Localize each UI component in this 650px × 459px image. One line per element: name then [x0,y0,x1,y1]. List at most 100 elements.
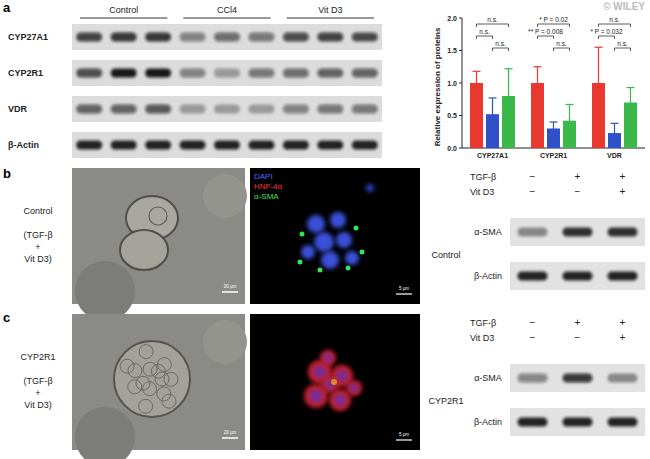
band [111,141,137,150]
cell [128,380,142,394]
sign: − [530,171,536,182]
organoid [114,341,190,417]
error-bar [550,122,558,135]
treatment-label: (TGF-β [23,230,52,240]
panel-label: c [3,310,10,325]
blot-strip [510,408,645,436]
row-label: VDR [8,104,28,114]
band [317,105,343,114]
nucleus [324,354,333,363]
sign: + [575,171,581,182]
error-cap [566,104,574,105]
scale-bar [222,291,238,293]
bracket [477,36,493,39]
cell [143,362,157,376]
band [563,374,593,383]
x-tick-label: CYP2R1 [540,152,567,159]
band [317,33,343,42]
sign: + [620,186,626,197]
band [608,272,638,281]
bracket [554,48,570,51]
stain-label: α-SMA [254,192,279,201]
blot-group-label: CYP2R1 [428,396,463,406]
sign: + [620,317,626,328]
error-bar [595,47,603,119]
band [214,33,240,42]
nucleus [336,232,352,248]
nucleus [309,389,322,402]
band [518,418,548,427]
cell [346,380,362,396]
blot: TGF-β−++Vit D3−−+CYP2R1α-SMAβ-Actin [428,317,645,436]
image-bg [250,168,420,304]
band [518,272,548,281]
treatment-label: + [35,388,40,398]
error-line [614,123,615,143]
error-cap [627,87,635,88]
scale-label: 5 μm [399,432,409,437]
nucleus [334,394,346,406]
alpha-sma-signal [298,260,303,265]
y-tick-label: 0.5 [447,112,457,119]
row-label: α-SMA [474,227,502,237]
error-cap [595,47,603,48]
group-line [183,18,270,19]
significance-label: n.s. [487,16,498,23]
band [76,33,102,42]
panel-label: a [3,0,11,15]
cell [164,372,178,386]
y-tick-label: 1.5 [447,47,457,54]
treatment-label: (TGF-β [23,376,52,386]
nucleus [301,245,315,259]
condition-label: CYP2R1 [20,352,55,362]
stain-label: DAPI [254,172,273,181]
condition-name: Vit D3 [470,333,494,343]
blot-strip [72,24,382,50]
error-line [598,47,599,119]
error-bar [534,67,542,100]
band [518,228,548,237]
band [111,69,137,78]
row-label: CYP27A1 [8,32,48,42]
cell [139,345,153,359]
group-header: CCl4 [217,5,237,15]
y-tick [459,18,462,19]
alpha-sma-signal [318,268,323,273]
bracket [538,36,554,39]
cell [149,207,167,225]
scale-bar [396,439,412,440]
error-bar [566,104,574,137]
x-tick-label: VDR [607,152,622,159]
error-line [537,67,538,100]
texture [203,320,247,364]
blot-strip [510,218,645,246]
texture [75,261,135,321]
image-bg [250,314,420,450]
band [608,228,638,237]
scale-label: 20 μm [224,430,237,435]
band [145,105,171,114]
group-header: Vit D3 [318,5,342,15]
cell [162,394,176,408]
band [608,374,638,383]
nucleus [350,384,359,393]
panel-label: b [3,166,11,181]
sign: + [575,317,581,328]
blot-strip [72,60,382,86]
blot-strip [72,132,382,158]
group-line [80,18,167,19]
nucleus [330,212,346,228]
error-bar [505,69,513,124]
group-line [287,18,374,19]
row-label: β-Actin [474,271,502,281]
band [214,105,240,114]
band [563,418,593,427]
error-line [492,98,493,131]
band [283,69,309,78]
bracket [599,36,615,39]
sign: + [620,332,626,343]
row-label: β-Actin [8,140,39,150]
significance-label: * P = 0.032 [590,28,623,35]
sign: + [620,171,626,182]
y-tick [459,83,462,84]
